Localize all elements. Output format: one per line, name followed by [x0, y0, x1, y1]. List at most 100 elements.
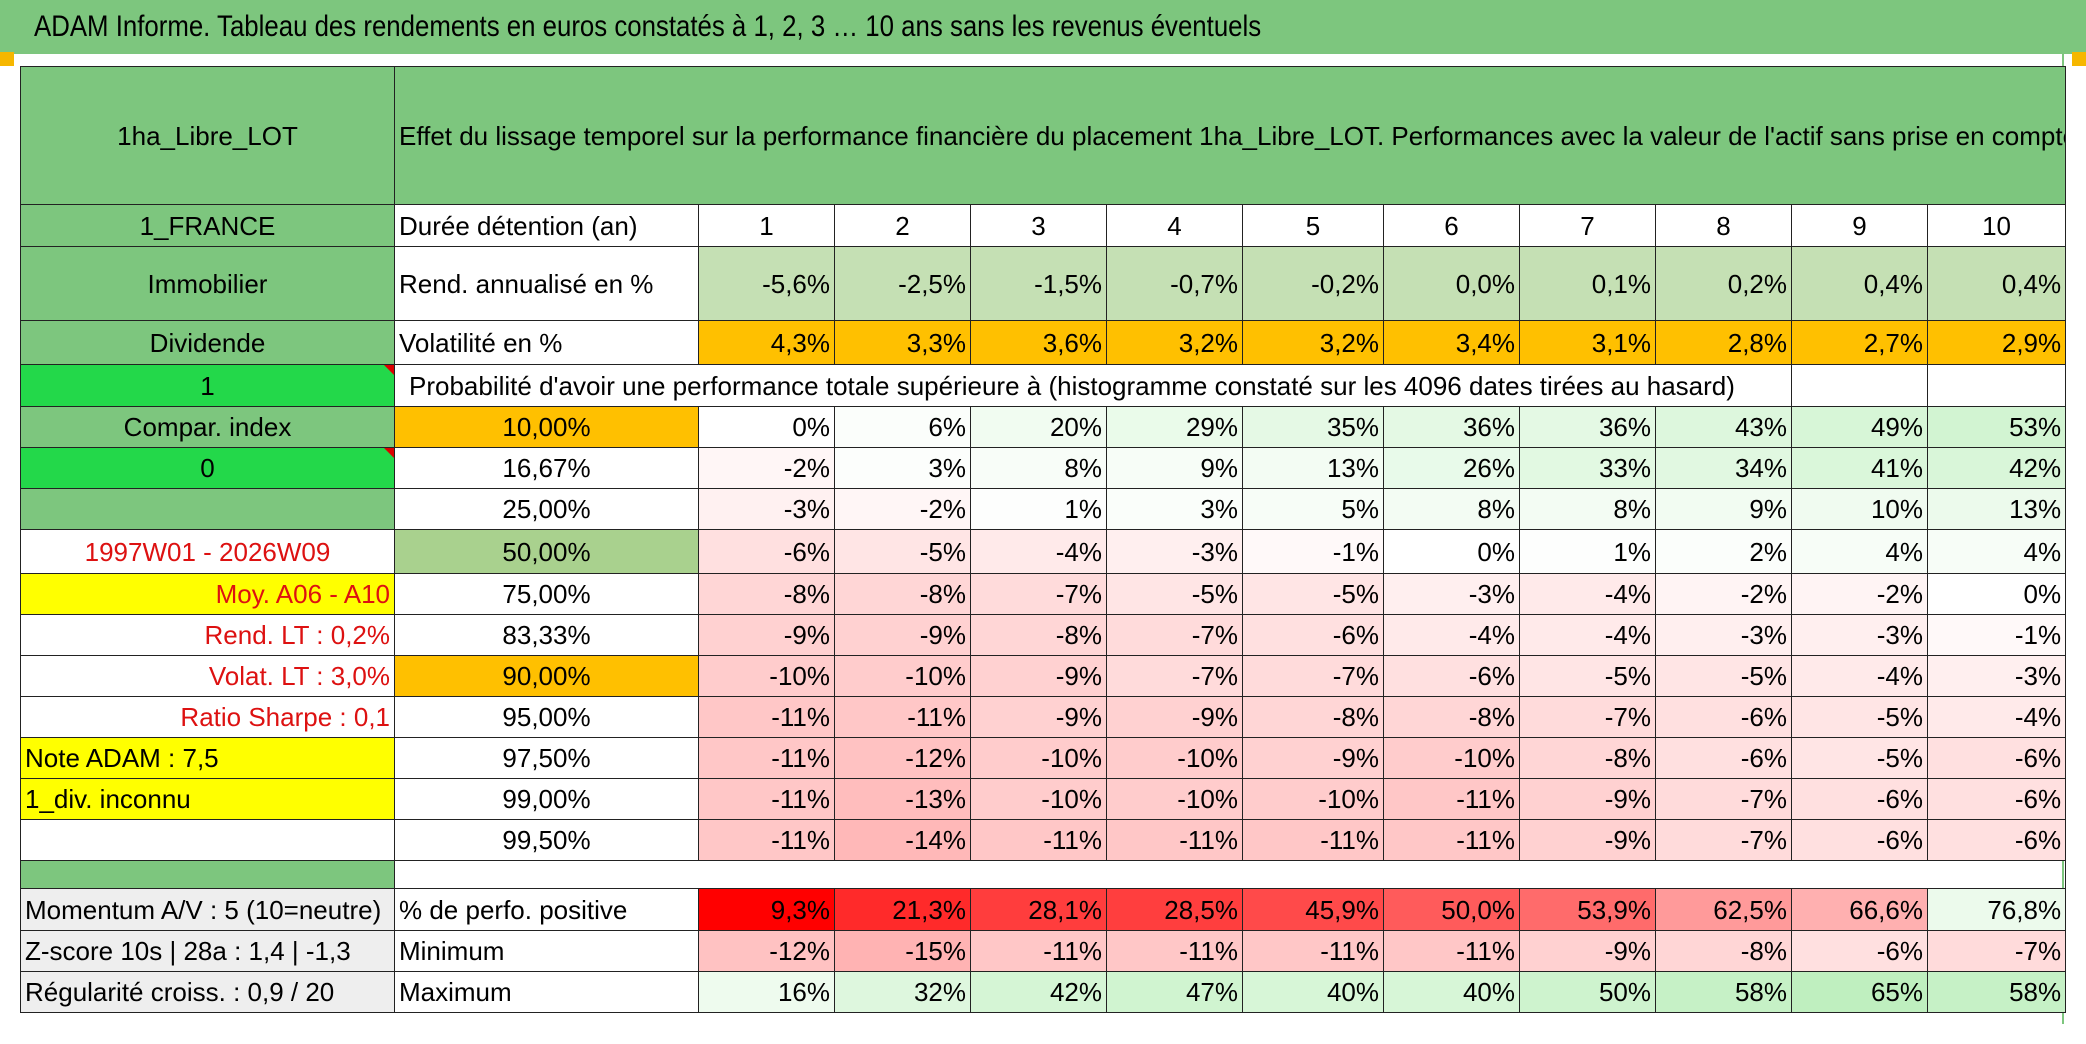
percentile-value: 3% — [834, 447, 971, 489]
percentile-value: 10% — [1791, 488, 1928, 530]
annual-return-cell: -5,6% — [698, 246, 835, 321]
empty-cell — [1791, 364, 1928, 407]
minimum-cell: -11% — [970, 930, 1107, 972]
percentile-value: -8% — [970, 614, 1107, 656]
percentile-value: -11% — [1106, 819, 1243, 861]
year-cell: 3 — [970, 204, 1107, 247]
header-row: 1ha_Libre_LOT Effet du lissage temporel … — [20, 66, 2067, 205]
percentile-value: -5% — [834, 529, 971, 574]
percentile-value: -10% — [970, 737, 1107, 779]
year-cell: 6 — [1383, 204, 1520, 247]
volatility-cell: 2,9% — [1926, 320, 2067, 365]
volatility-cell: 4,3% — [698, 320, 835, 365]
percentile-value: -7% — [1655, 819, 1792, 861]
percentile-value: -11% — [698, 778, 835, 820]
positive-perf-cell: 53,9% — [1519, 888, 1656, 931]
percentile-value: -5% — [1242, 573, 1384, 615]
percentile-value: -4% — [1791, 655, 1928, 697]
empty-label-cell — [20, 819, 395, 861]
positive-perf-cell: 45,9% — [1242, 888, 1384, 931]
report-title-bar: ADAM Informe. Tableau des rendements en … — [0, 0, 2086, 54]
percentile-row: Ratio Sharpe : 0,1 95,00% -11% -11% -9% … — [20, 696, 2067, 738]
year-cell: 10 — [1926, 204, 2067, 247]
year-cell: 8 — [1655, 204, 1792, 247]
percentile-value: 4% — [1926, 529, 2067, 574]
percentile-value: -4% — [1926, 696, 2067, 738]
percentile-label: 90,00% — [394, 655, 699, 697]
percentile-value: -2% — [698, 447, 835, 489]
percentile-value: 35% — [1242, 406, 1384, 448]
percentile-value: -11% — [1242, 819, 1384, 861]
percentile-value: -3% — [1383, 573, 1520, 615]
percentile-row: Compar. index 10,00% 0% 6% 20% 29% 35% 3… — [20, 406, 2067, 448]
percentile-value: -3% — [1655, 614, 1792, 656]
percentile-value: -9% — [970, 655, 1107, 697]
percentile-value: -9% — [1519, 778, 1656, 820]
positive-perf-cell: 62,5% — [1655, 888, 1792, 931]
momentum-label: Momentum A/V : 5 (10=neutre) — [20, 888, 395, 931]
year-cell: 1 — [698, 204, 835, 247]
percentile-value: 20% — [970, 406, 1107, 448]
percentile-value: -7% — [1106, 655, 1243, 697]
percentile-value: -7% — [1106, 614, 1243, 656]
long-term-return-label: Rend. LT : 0,2% — [20, 614, 395, 656]
percentile-value: 9% — [1655, 488, 1792, 530]
percentile-value: 9% — [1106, 447, 1243, 489]
volatility-cell: 3,6% — [970, 320, 1107, 365]
annual-return-cell: -2,5% — [834, 246, 971, 321]
minimum-cell: -8% — [1655, 930, 1792, 972]
percentile-label: 75,00% — [394, 573, 699, 615]
percentile-row: 0 16,67% -2% 3% 8% 9% 13% 26% 33% 34% 41… — [20, 447, 2067, 489]
percentile-value: -6% — [1655, 696, 1792, 738]
percentile-value: -4% — [1519, 614, 1656, 656]
minimum-cell: -7% — [1926, 930, 2067, 972]
percentile-value: -5% — [1791, 737, 1928, 779]
percentile-value: 2% — [1655, 529, 1792, 574]
percentile-value: -8% — [1242, 696, 1384, 738]
year-cell: 2 — [834, 204, 971, 247]
percentile-value: -10% — [1383, 737, 1520, 779]
volatility-cell: 3,3% — [834, 320, 971, 365]
annual-return-cell: 0,1% — [1519, 246, 1656, 321]
percentile-value: -2% — [1791, 573, 1928, 615]
percentile-value: -4% — [1519, 573, 1656, 615]
country-label: 1_FRANCE — [20, 204, 395, 247]
percentile-value: 8% — [1383, 488, 1520, 530]
percentile-value: -3% — [1926, 655, 2067, 697]
percentile-value: -6% — [1926, 737, 2067, 779]
maximum-cell: 40% — [1383, 971, 1520, 1013]
maximum-row: Régularité croiss. : 0,9 / 20 Maximum 16… — [20, 971, 2067, 1013]
positive-perf-row: Momentum A/V : 5 (10=neutre) % de perfo.… — [20, 888, 2067, 931]
percentile-value: -6% — [698, 529, 835, 574]
percentile-value: -10% — [834, 655, 971, 697]
percentile-value: -6% — [1926, 778, 2067, 820]
year-cell: 4 — [1106, 204, 1243, 247]
type-label: Dividende — [20, 320, 395, 365]
percentile-value: -1% — [1926, 614, 2067, 656]
volatility-cell: 3,4% — [1383, 320, 1520, 365]
year-cell: 5 — [1242, 204, 1384, 247]
volatility-cell: 3,2% — [1242, 320, 1384, 365]
annual-return-cell: -1,5% — [970, 246, 1107, 321]
percentile-value: -7% — [1655, 778, 1792, 820]
maximum-cell: 42% — [970, 971, 1107, 1013]
percentile-value: -9% — [970, 696, 1107, 738]
minimum-cell: -12% — [698, 930, 835, 972]
percentile-label: 50,00% — [394, 529, 699, 574]
percentile-value: -9% — [698, 614, 835, 656]
flag-zero: 0 — [20, 447, 395, 489]
percentile-value: -8% — [1383, 696, 1520, 738]
percentile-value: -11% — [1383, 819, 1520, 861]
maximum-cell: 50% — [1519, 971, 1656, 1013]
percentile-value: -3% — [1106, 529, 1243, 574]
percentile-value: 8% — [1519, 488, 1656, 530]
percentile-row: Note ADAM : 7,5 97,50% -11% -12% -10% -1… — [20, 737, 2067, 779]
percentile-value: 36% — [1383, 406, 1520, 448]
category-label: Immobilier — [20, 246, 395, 321]
adam-score-label: Note ADAM : 7,5 — [20, 737, 395, 779]
percentile-value: -10% — [1106, 778, 1243, 820]
percentile-value: -7% — [970, 573, 1107, 615]
percentile-value: 4% — [1791, 529, 1928, 574]
percentile-value: -2% — [834, 488, 971, 530]
regularity-label: Régularité croiss. : 0,9 / 20 — [20, 971, 395, 1013]
